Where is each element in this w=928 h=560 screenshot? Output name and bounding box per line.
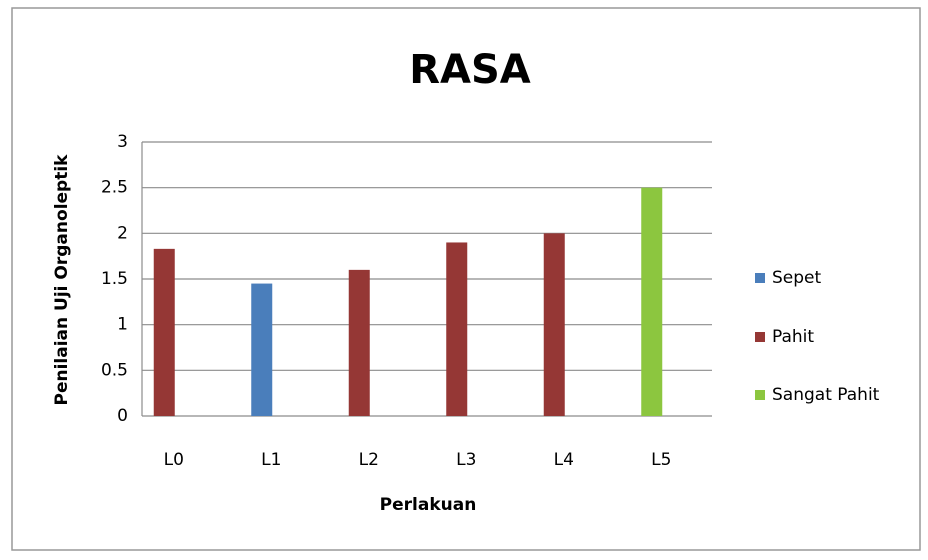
bar bbox=[153, 248, 175, 416]
bar bbox=[543, 233, 565, 416]
bar bbox=[348, 269, 370, 416]
y-tick-label: 2 bbox=[117, 223, 128, 243]
x-tick-label: L5 bbox=[651, 450, 671, 470]
bar bbox=[446, 242, 468, 416]
x-tick-label: L2 bbox=[359, 450, 379, 470]
x-tick-label: L4 bbox=[554, 450, 574, 470]
legend-label: Sangat Pahit bbox=[772, 385, 880, 405]
legend-label: Pahit bbox=[772, 327, 814, 347]
x-axis-title: Perlakuan bbox=[380, 495, 477, 515]
y-tick-label: 1 bbox=[117, 315, 128, 335]
legend-swatch bbox=[755, 332, 765, 342]
bar bbox=[251, 283, 273, 416]
y-tick-label: 0.5 bbox=[101, 360, 128, 380]
y-tick-label: 2.5 bbox=[101, 178, 128, 198]
legend-label: Sepet bbox=[772, 268, 822, 288]
bar bbox=[641, 187, 663, 416]
x-tick-label: L1 bbox=[261, 450, 281, 470]
y-tick-label: 0 bbox=[117, 406, 128, 426]
y-tick-label: 3 bbox=[117, 132, 128, 152]
y-tick-label: 1.5 bbox=[101, 269, 128, 289]
y-axis-title: Penilaian Uji Organoleptik bbox=[52, 154, 72, 406]
x-tick-label: L0 bbox=[164, 450, 184, 470]
legend-swatch bbox=[755, 390, 765, 400]
legend-swatch bbox=[755, 273, 765, 283]
x-tick-label: L3 bbox=[456, 450, 476, 470]
chart-title: RASA bbox=[409, 47, 531, 93]
